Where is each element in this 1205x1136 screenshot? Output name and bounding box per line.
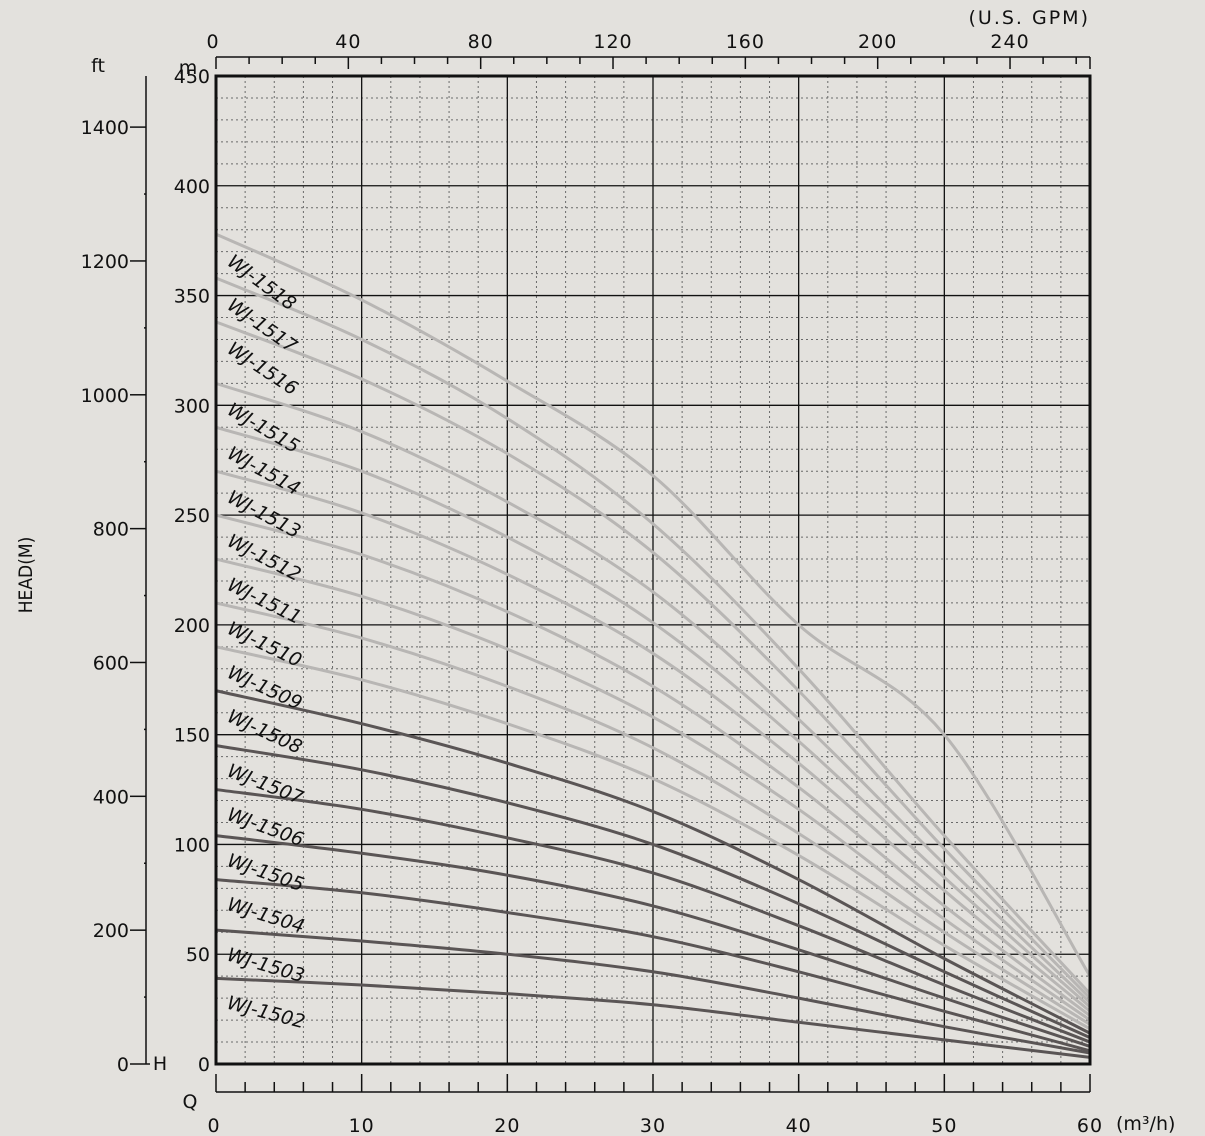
m-tick-label: 250 bbox=[174, 505, 210, 527]
ft-tick-label: 400 bbox=[93, 786, 129, 808]
gpm-tick-label: 80 bbox=[468, 31, 494, 53]
m-tick-label: 0 bbox=[198, 1054, 210, 1076]
q-tick-label: 10 bbox=[349, 1115, 375, 1136]
series-line-wj-1514 bbox=[215, 425, 1091, 1009]
m-unit-label: m bbox=[179, 57, 198, 79]
gpm-tick-label: 200 bbox=[858, 31, 897, 53]
gpm-tick-label: 240 bbox=[990, 31, 1029, 53]
head-ft-axis: 0 200 400 600 800 1000 1200 1400 bbox=[81, 76, 150, 1076]
series-line-wj-1506 bbox=[215, 788, 1091, 1044]
m-tick-label: 100 bbox=[174, 834, 210, 856]
series-line-wj-1504 bbox=[215, 878, 1091, 1053]
series-line-wj-1511 bbox=[215, 557, 1091, 1022]
q-tick-label: 20 bbox=[494, 1115, 520, 1136]
q-tick-label: 0 bbox=[207, 1115, 220, 1136]
ft-unit-label: ft bbox=[91, 55, 105, 77]
q-tick-label: 40 bbox=[786, 1115, 812, 1136]
plot-frame bbox=[214, 74, 1092, 1066]
gpm-axis: 0 40 80 120 160 200 240 bbox=[206, 31, 1091, 69]
ft-tick-label: 1400 bbox=[81, 117, 129, 139]
series-lines bbox=[215, 232, 1092, 1059]
series-line-wj-1509 bbox=[215, 645, 1091, 1031]
q-tick-label: 30 bbox=[640, 1115, 666, 1136]
series-line-wj-1510 bbox=[215, 601, 1091, 1026]
ft-tick-label: 0 bbox=[117, 1054, 129, 1076]
m-tick-label: 150 bbox=[174, 725, 210, 747]
series-line-wj-1502 bbox=[215, 976, 1091, 1059]
series-label-wj-1505: WJ-1505 bbox=[224, 850, 306, 897]
ft-tick-label: 1200 bbox=[81, 251, 129, 273]
m-tick-label: 400 bbox=[174, 176, 210, 198]
m-tick-label: 450 bbox=[174, 66, 210, 88]
series-line-wj-1513 bbox=[215, 469, 1091, 1013]
series-label-wj-1507: WJ-1507 bbox=[224, 760, 306, 810]
gpm-unit-label: (U.S. GPM) bbox=[969, 7, 1091, 29]
ft-tick-label: 200 bbox=[93, 920, 129, 942]
gpm-tick-label: 0 bbox=[206, 31, 219, 53]
m-tick-label: 350 bbox=[174, 286, 210, 308]
ft-tick-label: 800 bbox=[93, 519, 129, 541]
ft-tick-label: 600 bbox=[93, 652, 129, 674]
q-tick-label: 60 bbox=[1077, 1115, 1103, 1136]
gpm-tick-label: 40 bbox=[335, 31, 361, 53]
m-tick-label: 50 bbox=[186, 944, 210, 966]
q-tick-label: 50 bbox=[931, 1115, 957, 1136]
ft-tick-label: 1000 bbox=[81, 385, 129, 407]
series-line-wj-1515 bbox=[215, 381, 1092, 1004]
gpm-tick-label: 120 bbox=[593, 31, 632, 53]
h-unit-label: H bbox=[153, 1053, 167, 1075]
series-line-wj-1512 bbox=[215, 513, 1091, 1017]
head-m-axis: 0 50 100 150 200 250 300 350 400 450 bbox=[174, 66, 210, 1076]
series-label-wj-1508: WJ-1508 bbox=[224, 705, 306, 758]
m3h-unit-label: (m³/h) bbox=[1116, 1113, 1175, 1135]
series-line-wj-1518 bbox=[215, 232, 1092, 977]
series-line-wj-1508 bbox=[215, 689, 1091, 1035]
flow-q-axis: 0 10 20 30 40 50 60 bbox=[207, 1074, 1103, 1136]
gpm-tick-label: 160 bbox=[726, 31, 765, 53]
series-line-wj-1505 bbox=[215, 834, 1091, 1048]
m-tick-label: 300 bbox=[174, 395, 210, 417]
series-line-wj-1507 bbox=[215, 744, 1091, 1040]
series-line-wj-1517 bbox=[215, 276, 1092, 995]
m-tick-label: 200 bbox=[174, 615, 210, 637]
y-axis-title: HEAD(M) bbox=[15, 537, 37, 614]
q-unit-label: Q bbox=[183, 1091, 198, 1113]
series-labels: WJ-1502WJ-1503WJ-1504WJ-1505WJ-1506WJ-15… bbox=[223, 250, 307, 1033]
series-line-wj-1503 bbox=[215, 928, 1091, 1055]
series-line-wj-1516 bbox=[215, 320, 1092, 1000]
